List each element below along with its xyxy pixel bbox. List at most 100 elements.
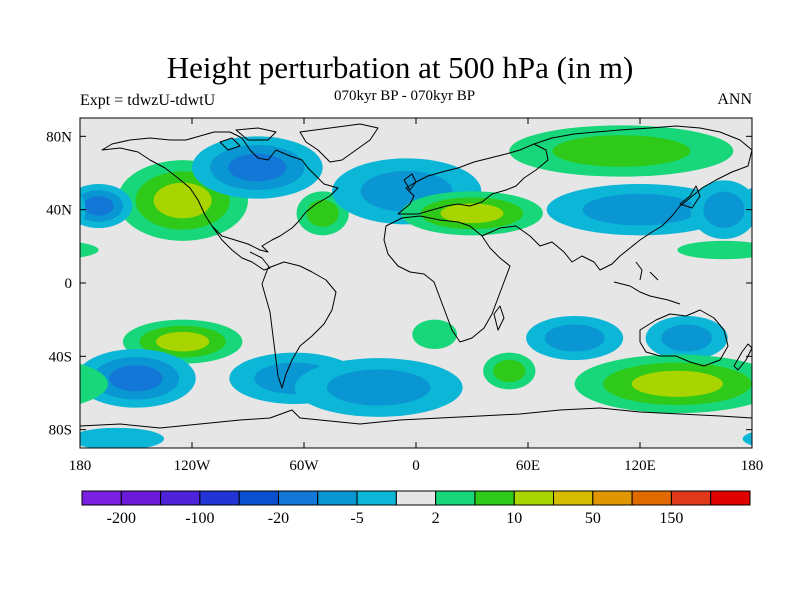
anomaly-contour-level	[703, 191, 745, 228]
anomaly-south-atlantic-high	[412, 319, 458, 350]
coastline-arctic-islands	[219, 127, 277, 151]
lat-tick-label: 40N	[46, 203, 72, 219]
anomaly-contour-level	[552, 135, 691, 167]
colorbar-swatch	[160, 490, 201, 506]
colorbar-swatch	[670, 490, 712, 506]
anomaly-north-atlantic-west-high	[296, 191, 349, 236]
anomaly-south-atlantic-low	[294, 358, 463, 417]
anomaly-contour-level	[326, 369, 431, 406]
colorbar-label: 150	[659, 510, 683, 527]
map-axes: 80N 40N 0 40S 80S 180 120W 60W 0 60E 120E 180	[46, 118, 763, 474]
anomaly-contour-level	[661, 324, 712, 352]
anomaly-contour-level	[80, 427, 164, 448]
coastline-north-america	[101, 131, 339, 253]
anomaly-contour-level	[742, 432, 752, 446]
lon-tick-label: 0	[412, 458, 420, 474]
coastline-antarctica	[80, 407, 752, 429]
anomaly-southern-ocean-high	[0, 354, 752, 414]
anomaly-contour-level	[83, 196, 114, 216]
anomaly-layer	[0, 125, 800, 448]
lon-tick-label: 120E	[624, 458, 656, 474]
anomaly-contour-level	[756, 196, 786, 216]
anomaly-contour-level	[631, 370, 723, 397]
colorbar-swatch	[631, 490, 672, 506]
anomaly-indian-ocean-low	[526, 316, 624, 360]
coastline-madagascar	[493, 305, 505, 331]
colorbar-label: -100	[185, 510, 214, 527]
lat-tick-label: 0	[65, 276, 73, 292]
coastline-africa	[383, 215, 511, 343]
lon-tick-label: 60W	[289, 458, 319, 474]
colorbar-swatch	[474, 490, 515, 506]
lon-tick-label: 180	[69, 458, 92, 474]
anomaly-contour-level	[781, 365, 800, 391]
colorbar-swatch	[395, 490, 437, 506]
anomaly-contour-level	[544, 324, 605, 352]
anomaly-siberia-high	[509, 125, 734, 177]
anomaly-east-asia-low	[546, 184, 734, 236]
colorbar-swatch	[81, 490, 122, 506]
anomaly-contour-level	[156, 331, 210, 352]
anomaly-canada-arctic-low	[192, 136, 323, 199]
anomaly-antarctic-low	[80, 427, 752, 448]
coastline-new-zealand	[733, 343, 752, 371]
anomaly-contour-level	[0, 371, 51, 397]
experiment-label: Expt = tdwzU-tdwtU	[80, 92, 216, 109]
colorbar-swatch	[199, 490, 240, 506]
colorbar-swatch	[277, 490, 319, 506]
anomaly-contour-level	[493, 359, 526, 383]
anomaly-contour-level	[440, 203, 504, 224]
coastline-british-isles	[403, 173, 417, 191]
colorbar-swatch	[120, 490, 162, 506]
colorbar-swatch	[710, 490, 751, 506]
colorbar-label: -20	[268, 510, 289, 527]
colorbar-swatch	[238, 490, 279, 506]
colorbar-swatch	[553, 490, 594, 506]
anomaly-contour-level	[765, 357, 800, 399]
anomaly-europe-mediterranean-high	[401, 191, 543, 236]
anomaly-contour-level	[412, 319, 458, 350]
colorbar-swatch	[513, 490, 555, 506]
anomaly-contour-level	[746, 195, 752, 217]
anomaly-contour-level	[582, 193, 698, 226]
colorbar-label: 2	[432, 510, 440, 527]
colorbar-label: -200	[107, 510, 136, 527]
coastline-asia	[481, 125, 752, 271]
anomaly-east-pacific-low	[80, 180, 752, 239]
anomaly-south-pacific-low	[80, 349, 800, 408]
colorbar-swatch	[435, 490, 476, 506]
coastline-central-america	[211, 225, 271, 271]
colorbar-label: 50	[585, 510, 601, 527]
colorbar-label: -5	[350, 510, 363, 527]
lat-tick-label: 80N	[46, 129, 72, 145]
coastline-japan	[679, 185, 701, 209]
colorbar: -200 -100 -20 -5 2 10 50 150	[81, 490, 751, 527]
anomaly-tropical-west-pacific-high	[80, 240, 752, 260]
period-subtitle: 070kyr BP - 070kyr BP	[334, 88, 476, 104]
anomaly-contour-level	[80, 363, 108, 404]
anomaly-contour-level	[306, 199, 339, 227]
coastline-europe	[397, 143, 549, 215]
colorbar-swatch	[592, 490, 633, 506]
colorbar-swatch	[356, 490, 397, 506]
lat-tick-label: 80S	[49, 423, 72, 439]
coastline-australia	[639, 309, 729, 367]
anomaly-contour-level	[748, 368, 752, 389]
season-label: ANN	[717, 91, 752, 108]
anomaly-australia-low	[645, 316, 728, 360]
anomaly-contour-level	[109, 365, 163, 392]
coastlines	[80, 123, 752, 429]
anomaly-contour-level	[153, 182, 212, 219]
coastline-maritime-continent	[613, 261, 681, 305]
anomaly-contour-level	[0, 363, 79, 405]
anomaly-contour-level	[677, 240, 752, 260]
coastline-south-america	[261, 261, 337, 389]
coastline-greenland	[299, 123, 379, 163]
lon-tick-label: 60E	[516, 458, 540, 474]
lon-tick-label: 180	[741, 458, 764, 474]
lat-tick-label: 40S	[49, 349, 72, 365]
anomaly-contour-level	[80, 242, 99, 258]
lon-tick-label: 120W	[174, 458, 212, 474]
anomaly-contour-level	[228, 153, 287, 182]
